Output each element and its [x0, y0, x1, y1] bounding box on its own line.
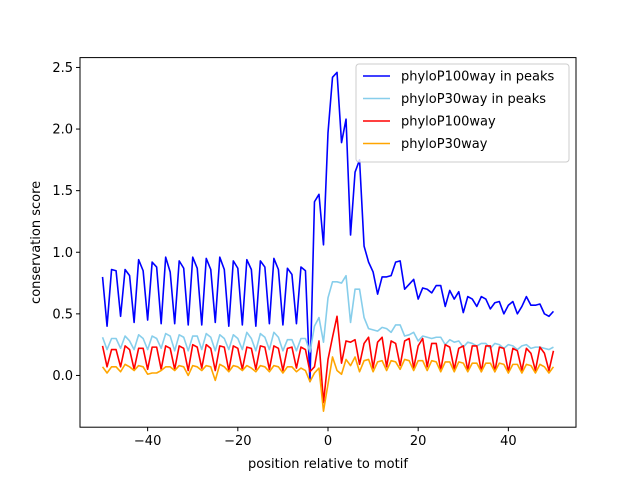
- legend-label: phyloP30way in peaks: [401, 92, 546, 107]
- x-tick-label: 40: [500, 434, 517, 449]
- y-axis-label: conservation score: [29, 181, 44, 304]
- x-tick-label: 0: [324, 434, 332, 449]
- y-tick-label: 1.5: [52, 184, 73, 199]
- legend-box: [355, 63, 570, 163]
- legend-label: phyloP100way: [401, 115, 496, 130]
- y-tick-label: 1.0: [52, 246, 73, 261]
- x-tick-label: 20: [410, 434, 427, 449]
- y-tick-label: 0.5: [52, 307, 73, 322]
- y-tick-label: 0.0: [52, 369, 73, 384]
- series-line-phylop100way: [101, 315, 555, 404]
- x-axis-label: position relative to motif: [248, 457, 408, 472]
- x-tick-label: −40: [134, 434, 161, 449]
- series-line-phylop30way-in-peaks: [101, 274, 554, 353]
- y-tick-label: 2.5: [52, 61, 73, 76]
- y-axis: 0.0 0.5 1.0 1.5 2.0 2.5: [52, 61, 80, 384]
- x-axis: −40 −20 0 20 40: [134, 427, 517, 449]
- legend-label: phyloP100way in peaks: [401, 70, 555, 85]
- series-line-phylop100way-in-peaks: [101, 71, 555, 383]
- legend: phyloP100way in peaks phyloP30way in peak…: [355, 63, 570, 163]
- legend-label: phyloP30way: [401, 137, 488, 152]
- series-line-phylop30way: [101, 356, 555, 412]
- x-tick-label: −20: [224, 434, 251, 449]
- y-tick-label: 2.0: [52, 123, 73, 138]
- plot-area: [101, 71, 555, 412]
